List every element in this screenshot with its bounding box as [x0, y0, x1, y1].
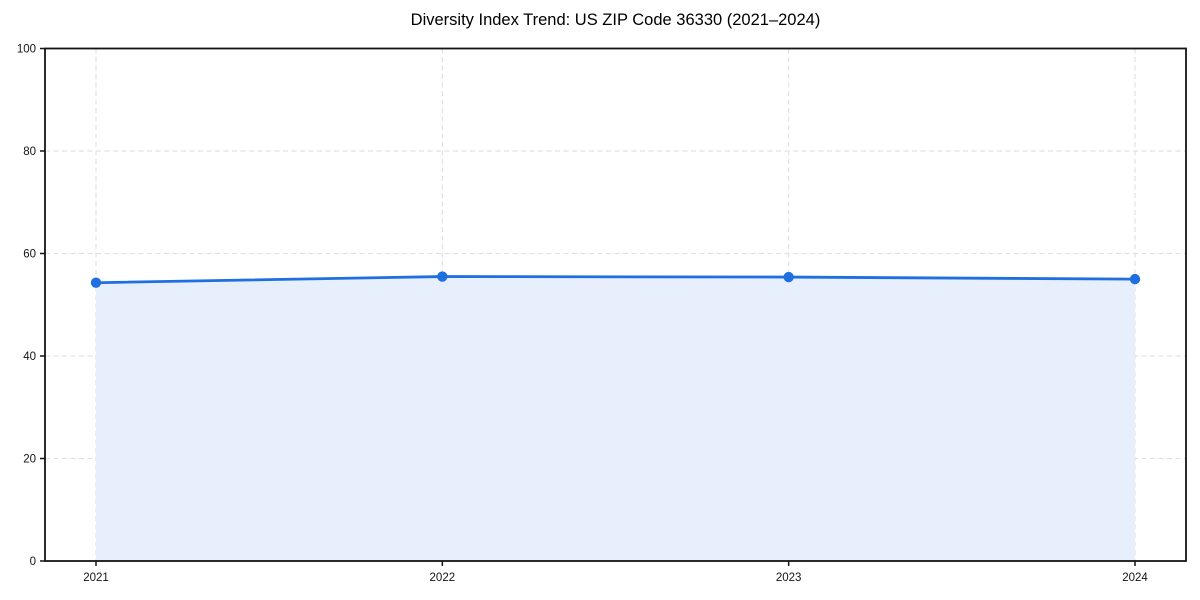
- x-tick-label: 2022: [430, 572, 456, 584]
- trend-line: [94, 275, 1137, 285]
- x-axis: 2021 2022 2023 2024: [83, 561, 1148, 584]
- y-tick-label: 20: [23, 454, 36, 466]
- area-fill: [96, 276, 1135, 561]
- chart-title: Diversity Index Trend: US ZIP Code 36330…: [410, 11, 821, 29]
- data-points: [90, 271, 1141, 288]
- data-point-2021: [90, 277, 102, 288]
- plot-border: [44, 47, 1187, 562]
- data-point-2024: [1129, 273, 1141, 285]
- x-tick-label: 2021: [83, 572, 109, 584]
- y-tick-label: 40: [23, 351, 36, 363]
- y-tick-label: 80: [23, 146, 36, 158]
- y-tick-label: 0: [30, 556, 36, 568]
- x-tick-label: 2023: [776, 572, 802, 584]
- x-tick-label: 2024: [1122, 572, 1148, 584]
- data-point-2023: [783, 271, 794, 283]
- data-point-2022: [437, 271, 448, 282]
- y-axis: 0 20 40 60 80 100: [17, 44, 45, 568]
- y-tick-label: 60: [23, 249, 36, 261]
- y-tick-label: 100: [17, 44, 36, 56]
